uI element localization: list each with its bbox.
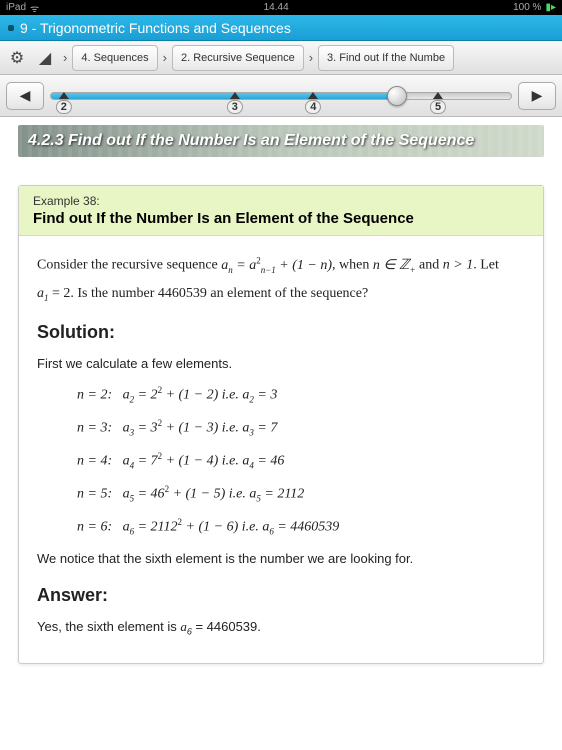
status-time: 14.44 xyxy=(264,2,289,13)
section-header: 4.2.3 Find out If the Number Is an Eleme… xyxy=(18,125,544,157)
slider-marker-5[interactable]: 5 xyxy=(430,92,446,114)
status-right: 100 % ▮▸ xyxy=(513,2,556,13)
example-box: Example 38: Find out If the Number Is an… xyxy=(18,185,544,664)
calc-n2: n = 2: a2 = 22 + (1 − 2) i.e. a2 = 3 xyxy=(77,384,525,407)
next-icon: ▶ xyxy=(532,87,543,104)
title-bullet-icon xyxy=(8,25,14,31)
chevron-icon: › xyxy=(60,50,70,65)
breadcrumb-label: 2. Recursive Sequence xyxy=(181,52,295,64)
wifi-icon: ᯤ xyxy=(30,1,39,15)
marker-label: 3 xyxy=(227,100,243,114)
calc-n4: n = 4: a4 = 72 + (1 − 4) i.e. a4 = 46 xyxy=(77,450,525,473)
breadcrumb-sequences[interactable]: 4. Sequences xyxy=(72,45,157,71)
breadcrumb-bar: ⚙ ◢ › 4. Sequences › 2. Recursive Sequen… xyxy=(0,41,562,75)
breadcrumb-label: 4. Sequences xyxy=(81,52,148,64)
prev-icon: ◀ xyxy=(20,87,31,104)
next-button[interactable]: ▶ xyxy=(518,82,556,110)
prev-button[interactable]: ◀ xyxy=(6,82,44,110)
marker-arrow-icon xyxy=(308,92,318,99)
marker-arrow-icon xyxy=(230,92,240,99)
answer-heading: Answer: xyxy=(37,582,525,609)
slider-fill xyxy=(51,93,396,99)
notice-line: We notice that the sixth element is the … xyxy=(37,549,525,569)
example-body: Consider the recursive sequence an = a2n… xyxy=(19,236,543,663)
marker-label: 2 xyxy=(56,100,72,114)
status-left: iPad ᯤ xyxy=(6,1,39,15)
calc-n3: n = 3: a3 = 32 + (1 − 3) i.e. a3 = 7 xyxy=(77,417,525,440)
status-bar: iPad ᯤ 14.44 100 % ▮▸ xyxy=(0,0,562,15)
page-title: 9 - Trigonometric Functions and Sequence… xyxy=(20,20,291,36)
progress-slider[interactable]: 2 3 4 5 xyxy=(50,82,512,110)
marker-arrow-icon xyxy=(59,92,69,99)
first-line: First we calculate a few elements. xyxy=(37,354,525,374)
calc-n5: n = 5: a5 = 462 + (1 − 5) i.e. a5 = 2112 xyxy=(77,483,525,506)
nav-bar: ◀ 2 3 4 5 ▶ xyxy=(0,75,562,117)
example-header: Example 38: Find out If the Number Is an… xyxy=(19,186,543,236)
breadcrumb-findout[interactable]: 3. Find out If the Numbe xyxy=(318,45,454,71)
chevron-icon: › xyxy=(160,50,170,65)
marker-arrow-icon xyxy=(433,92,443,99)
eraser-button[interactable]: ◢ xyxy=(32,45,58,71)
gear-icon: ⚙ xyxy=(10,48,24,68)
battery-label: 100 % xyxy=(513,2,541,13)
text: , when xyxy=(332,258,373,273)
answer-line: Yes, the sixth element is a6 = 4460539. xyxy=(37,617,525,639)
text: . Let xyxy=(473,258,499,273)
eraser-icon: ◢ xyxy=(39,48,51,68)
breadcrumb-label: 3. Find out If the Numbe xyxy=(327,52,445,64)
example-title: Find out If the Number Is an Element of … xyxy=(33,210,529,227)
breadcrumb-recursive[interactable]: 2. Recursive Sequence xyxy=(172,45,304,71)
problem-let: a1 = 2. Is the number 4460539 an element… xyxy=(37,283,525,305)
text: and xyxy=(416,258,443,273)
carrier-label: iPad xyxy=(6,2,26,13)
slider-thumb[interactable] xyxy=(387,86,407,106)
solution-heading: Solution: xyxy=(37,319,525,346)
text: = 2. Is the number 4460539 an element of… xyxy=(49,286,369,301)
slider-marker-2[interactable]: 2 xyxy=(56,92,72,114)
slider-marker-3[interactable]: 3 xyxy=(227,92,243,114)
title-bar: 9 - Trigonometric Functions and Sequence… xyxy=(0,15,562,41)
chevron-icon: › xyxy=(306,50,316,65)
text: Consider the recursive sequence xyxy=(37,258,221,273)
content-area: 4.2.3 Find out If the Number Is an Eleme… xyxy=(0,117,562,672)
settings-button[interactable]: ⚙ xyxy=(4,45,30,71)
marker-label: 5 xyxy=(430,100,446,114)
battery-icon: ▮▸ xyxy=(545,2,556,13)
section-title: 4.2.3 Find out If the Number Is an Eleme… xyxy=(28,132,474,150)
marker-label: 4 xyxy=(305,100,321,114)
slider-marker-4[interactable]: 4 xyxy=(305,92,321,114)
example-label: Example 38: xyxy=(33,194,529,208)
problem-statement: Consider the recursive sequence an = a2n… xyxy=(37,254,525,277)
calc-n6: n = 6: a6 = 21122 + (1 − 6) i.e. a6 = 44… xyxy=(77,516,525,539)
